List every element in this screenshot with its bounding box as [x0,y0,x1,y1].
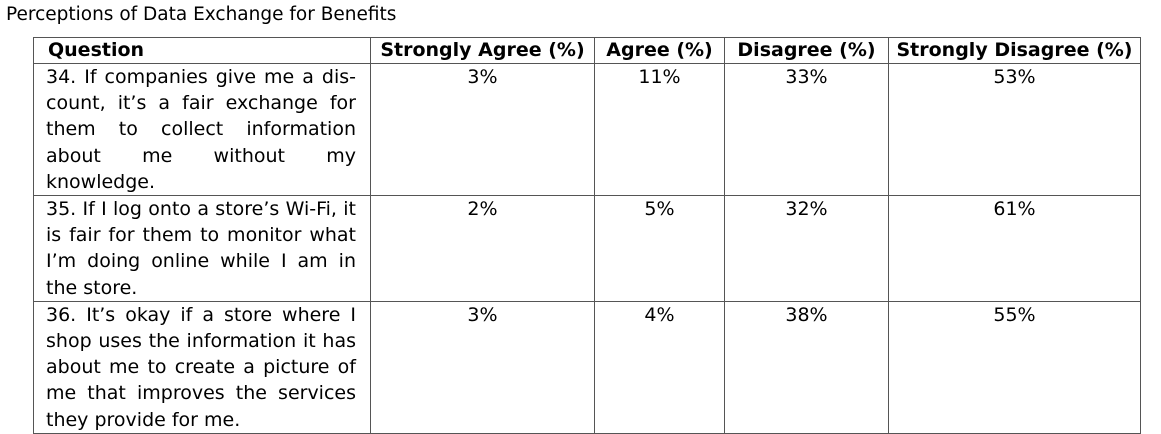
header-strongly-agree: Strongly Agree (%) [370,37,595,64]
survey-table: Question Strongly Agree (%) Agree (%) Di… [33,37,1141,434]
strongly-agree-cell: 2% [370,195,595,302]
table-body: 34. If companies give me a dis­count, it… [33,62,1141,434]
strongly-agree-cell: 3% [370,300,595,434]
table-row: 36. It’s okay if a store where I shop us… [33,300,1141,434]
question-cell: 36. It’s okay if a store where I shop us… [33,300,371,434]
header-disagree: Disagree (%) [724,37,889,64]
header-strongly-disagree: Strongly Disagree (%) [888,37,1141,64]
strongly-disagree-cell: 55% [888,300,1141,434]
table-caption: Perceptions of Data Exchange for Benefit… [6,4,397,25]
strongly-agree-cell: 3% [370,62,595,197]
disagree-cell: 38% [724,300,889,434]
table-row: 35. If I log onto a store’s Wi-Fi, it is… [33,195,1141,302]
strongly-disagree-cell: 61% [888,195,1141,302]
table-row: 34. If companies give me a dis­count, it… [33,62,1141,197]
header-agree: Agree (%) [594,37,725,64]
agree-cell: 4% [594,300,725,434]
strongly-disagree-cell: 53% [888,62,1141,197]
disagree-cell: 32% [724,195,889,302]
agree-cell: 5% [594,195,725,302]
question-cell: 34. If companies give me a dis­count, it… [33,62,371,197]
question-cell: 35. If I log onto a store’s Wi-Fi, it is… [33,195,371,302]
header-question: Question [33,37,371,64]
table-header: Question Strongly Agree (%) Agree (%) Di… [33,37,1141,64]
disagree-cell: 33% [724,62,889,197]
header-row: Question Strongly Agree (%) Agree (%) Di… [33,37,1141,64]
agree-cell: 11% [594,62,725,197]
